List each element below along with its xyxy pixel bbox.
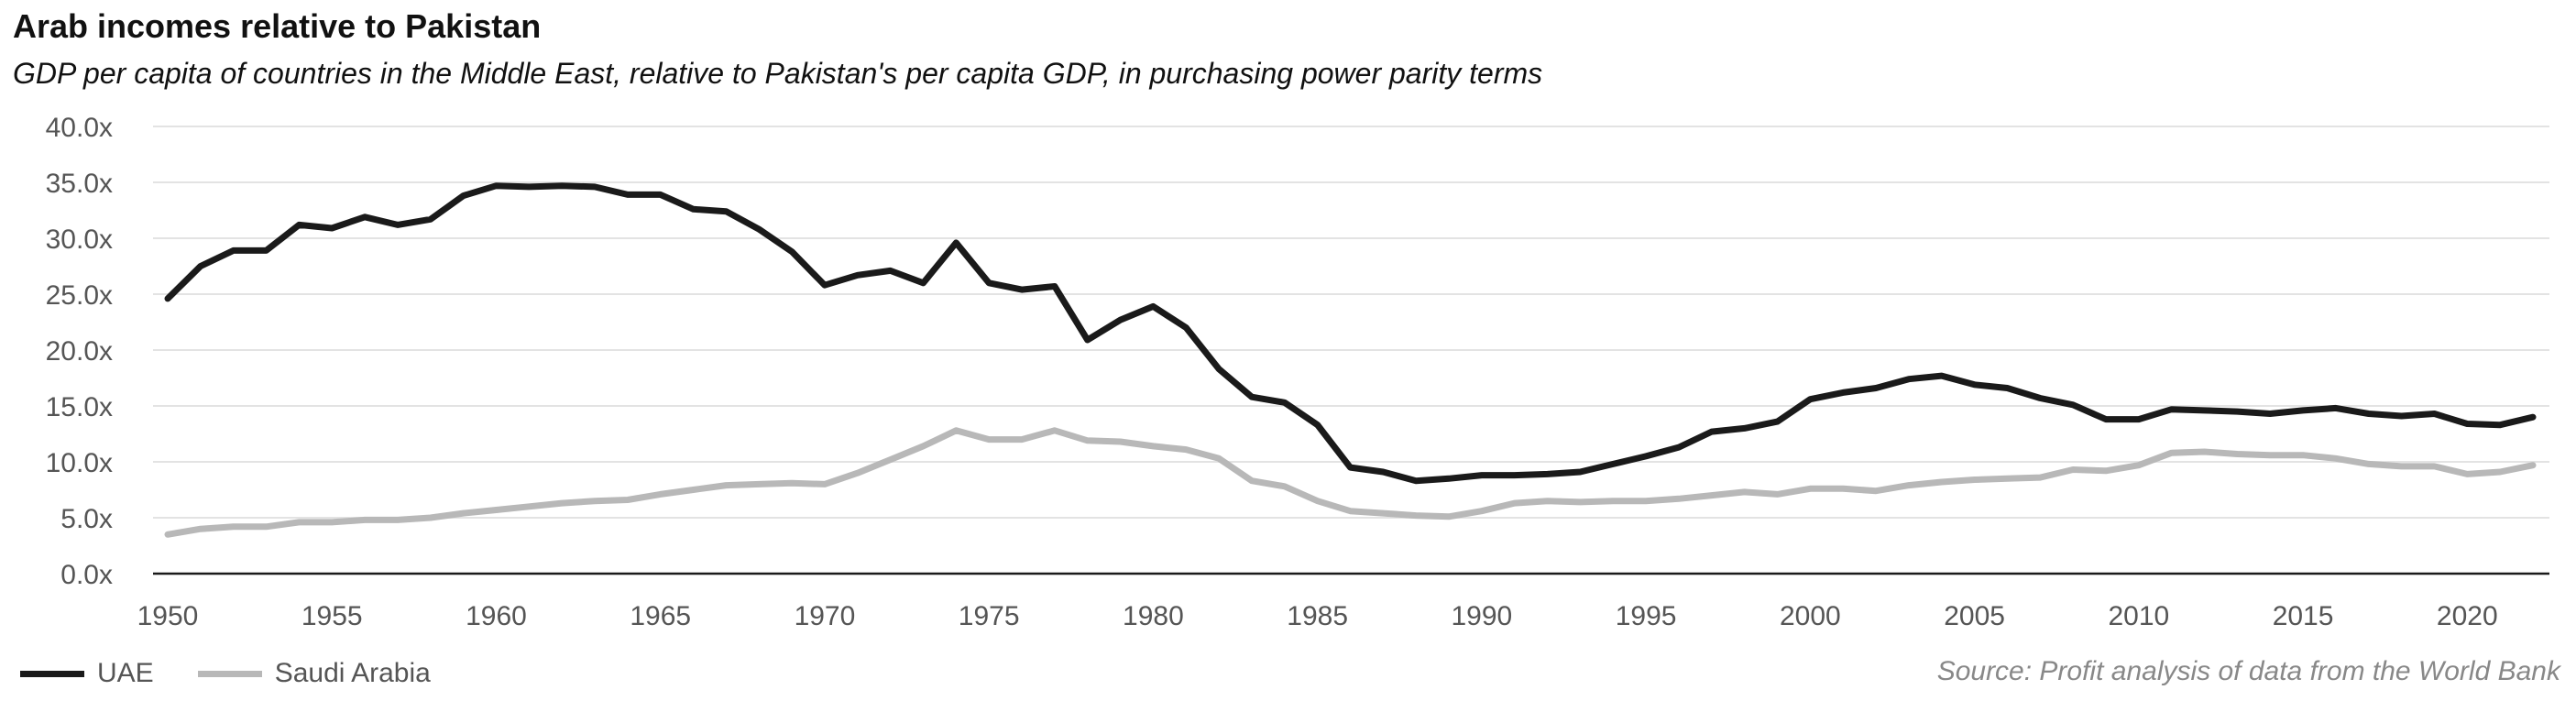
x-tick-label: 1995 xyxy=(1616,601,1677,631)
legend: UAE Saudi Arabia xyxy=(20,658,475,689)
legend-item-saudi-arabia: Saudi Arabia xyxy=(197,658,431,689)
y-tick-label: 40.0x xyxy=(46,113,113,143)
x-tick-label: 1970 xyxy=(795,601,856,631)
x-tick-label: 1950 xyxy=(137,601,199,631)
series-line-uae xyxy=(164,182,2537,485)
y-tick-label: 35.0x xyxy=(46,169,113,199)
series-line-saudi-arabia xyxy=(164,427,2537,538)
y-axis-tick-labels: 0.0x 5.0x 10.0x 15.0x 20.0x 25.0x 30.0x 35.0x 40… xyxy=(46,113,113,590)
x-tick-label: 1975 xyxy=(959,601,1020,631)
legend-label-uae: UAE xyxy=(97,658,154,688)
x-tick-label: 1960 xyxy=(466,601,527,631)
chart-subtitle: GDP per capita of countries in the Middl… xyxy=(13,57,1543,90)
x-tick-label: 2015 xyxy=(2273,601,2334,631)
legend-item-uae: UAE xyxy=(20,658,154,689)
x-axis-tick-labels: 1950 1955 1960 1965 1970 1975 1980 1985 1990 1995… xyxy=(137,601,2498,631)
y-tick-label: 5.0x xyxy=(60,504,113,534)
x-tick-label: 1955 xyxy=(301,601,363,631)
y-tick-label: 20.0x xyxy=(46,336,113,367)
x-tick-label: 2010 xyxy=(2108,601,2169,631)
legend-swatch-uae xyxy=(20,670,84,677)
y-tick-label: 10.0x xyxy=(46,448,113,478)
x-tick-label: 1965 xyxy=(630,601,691,631)
y-tick-label: 15.0x xyxy=(46,392,113,422)
x-tick-label: 2020 xyxy=(2437,601,2498,631)
x-tick-label: 1990 xyxy=(1452,601,1513,631)
series-lines xyxy=(164,182,2537,538)
legend-label-saudi-arabia: Saudi Arabia xyxy=(274,658,431,688)
source-note: Source: Profit analysis of data from the… xyxy=(1936,656,2560,686)
y-tick-label: 30.0x xyxy=(46,225,113,255)
x-tick-label: 2000 xyxy=(1780,601,1841,631)
legend-swatch-saudi-arabia xyxy=(197,670,262,677)
x-tick-label: 2005 xyxy=(1944,601,2005,631)
y-tick-label: 25.0x xyxy=(46,280,113,311)
chart-title: Arab incomes relative to Pakistan xyxy=(13,7,542,45)
x-tick-label: 1980 xyxy=(1123,601,1184,631)
y-tick-label: 0.0x xyxy=(60,560,113,590)
x-tick-label: 1985 xyxy=(1287,601,1348,631)
gridlines xyxy=(153,126,2549,519)
